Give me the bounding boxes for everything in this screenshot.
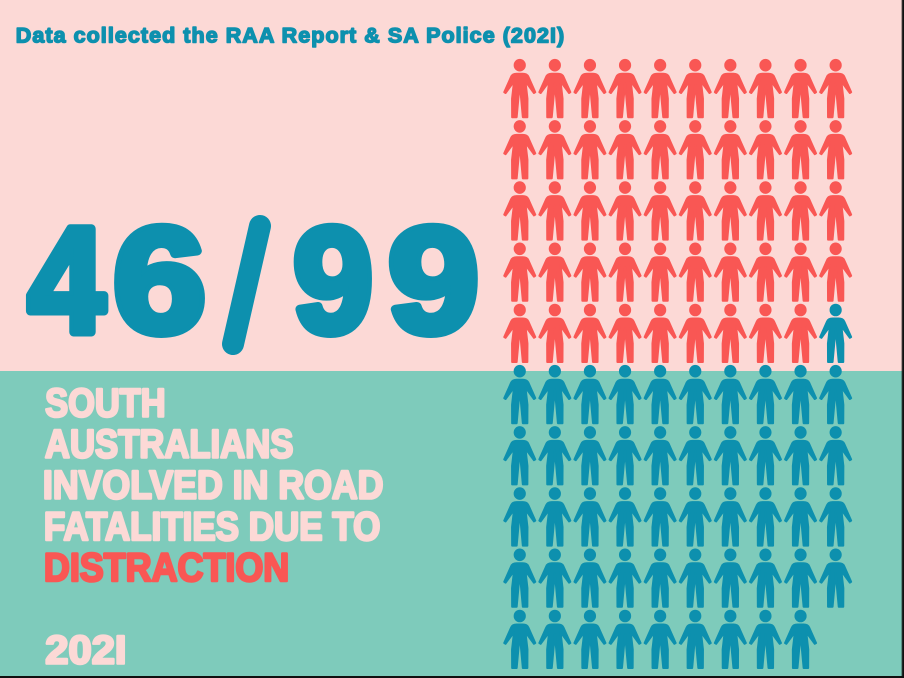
svg-text:FATALITIES DUE TO: FATALITIES DUE TO <box>44 504 380 548</box>
svg-text:202I: 202I <box>45 628 126 673</box>
svg-text:AUSTRALIANS: AUSTRALIANS <box>45 422 293 467</box>
svg-text:9: 9 <box>293 196 373 364</box>
svg-text:DISTRACTION: DISTRACTION <box>44 546 289 590</box>
svg-text:4: 4 <box>28 196 105 364</box>
svg-text:SOUTH: SOUTH <box>45 380 166 425</box>
svg-text:Data collected the RAA Report: Data collected the RAA Report & SA Polic… <box>16 24 565 48</box>
svg-text:9: 9 <box>388 196 479 364</box>
svg-text:6: 6 <box>113 196 206 364</box>
svg-text:INVOLVED IN ROAD: INVOLVED IN ROAD <box>43 463 384 507</box>
